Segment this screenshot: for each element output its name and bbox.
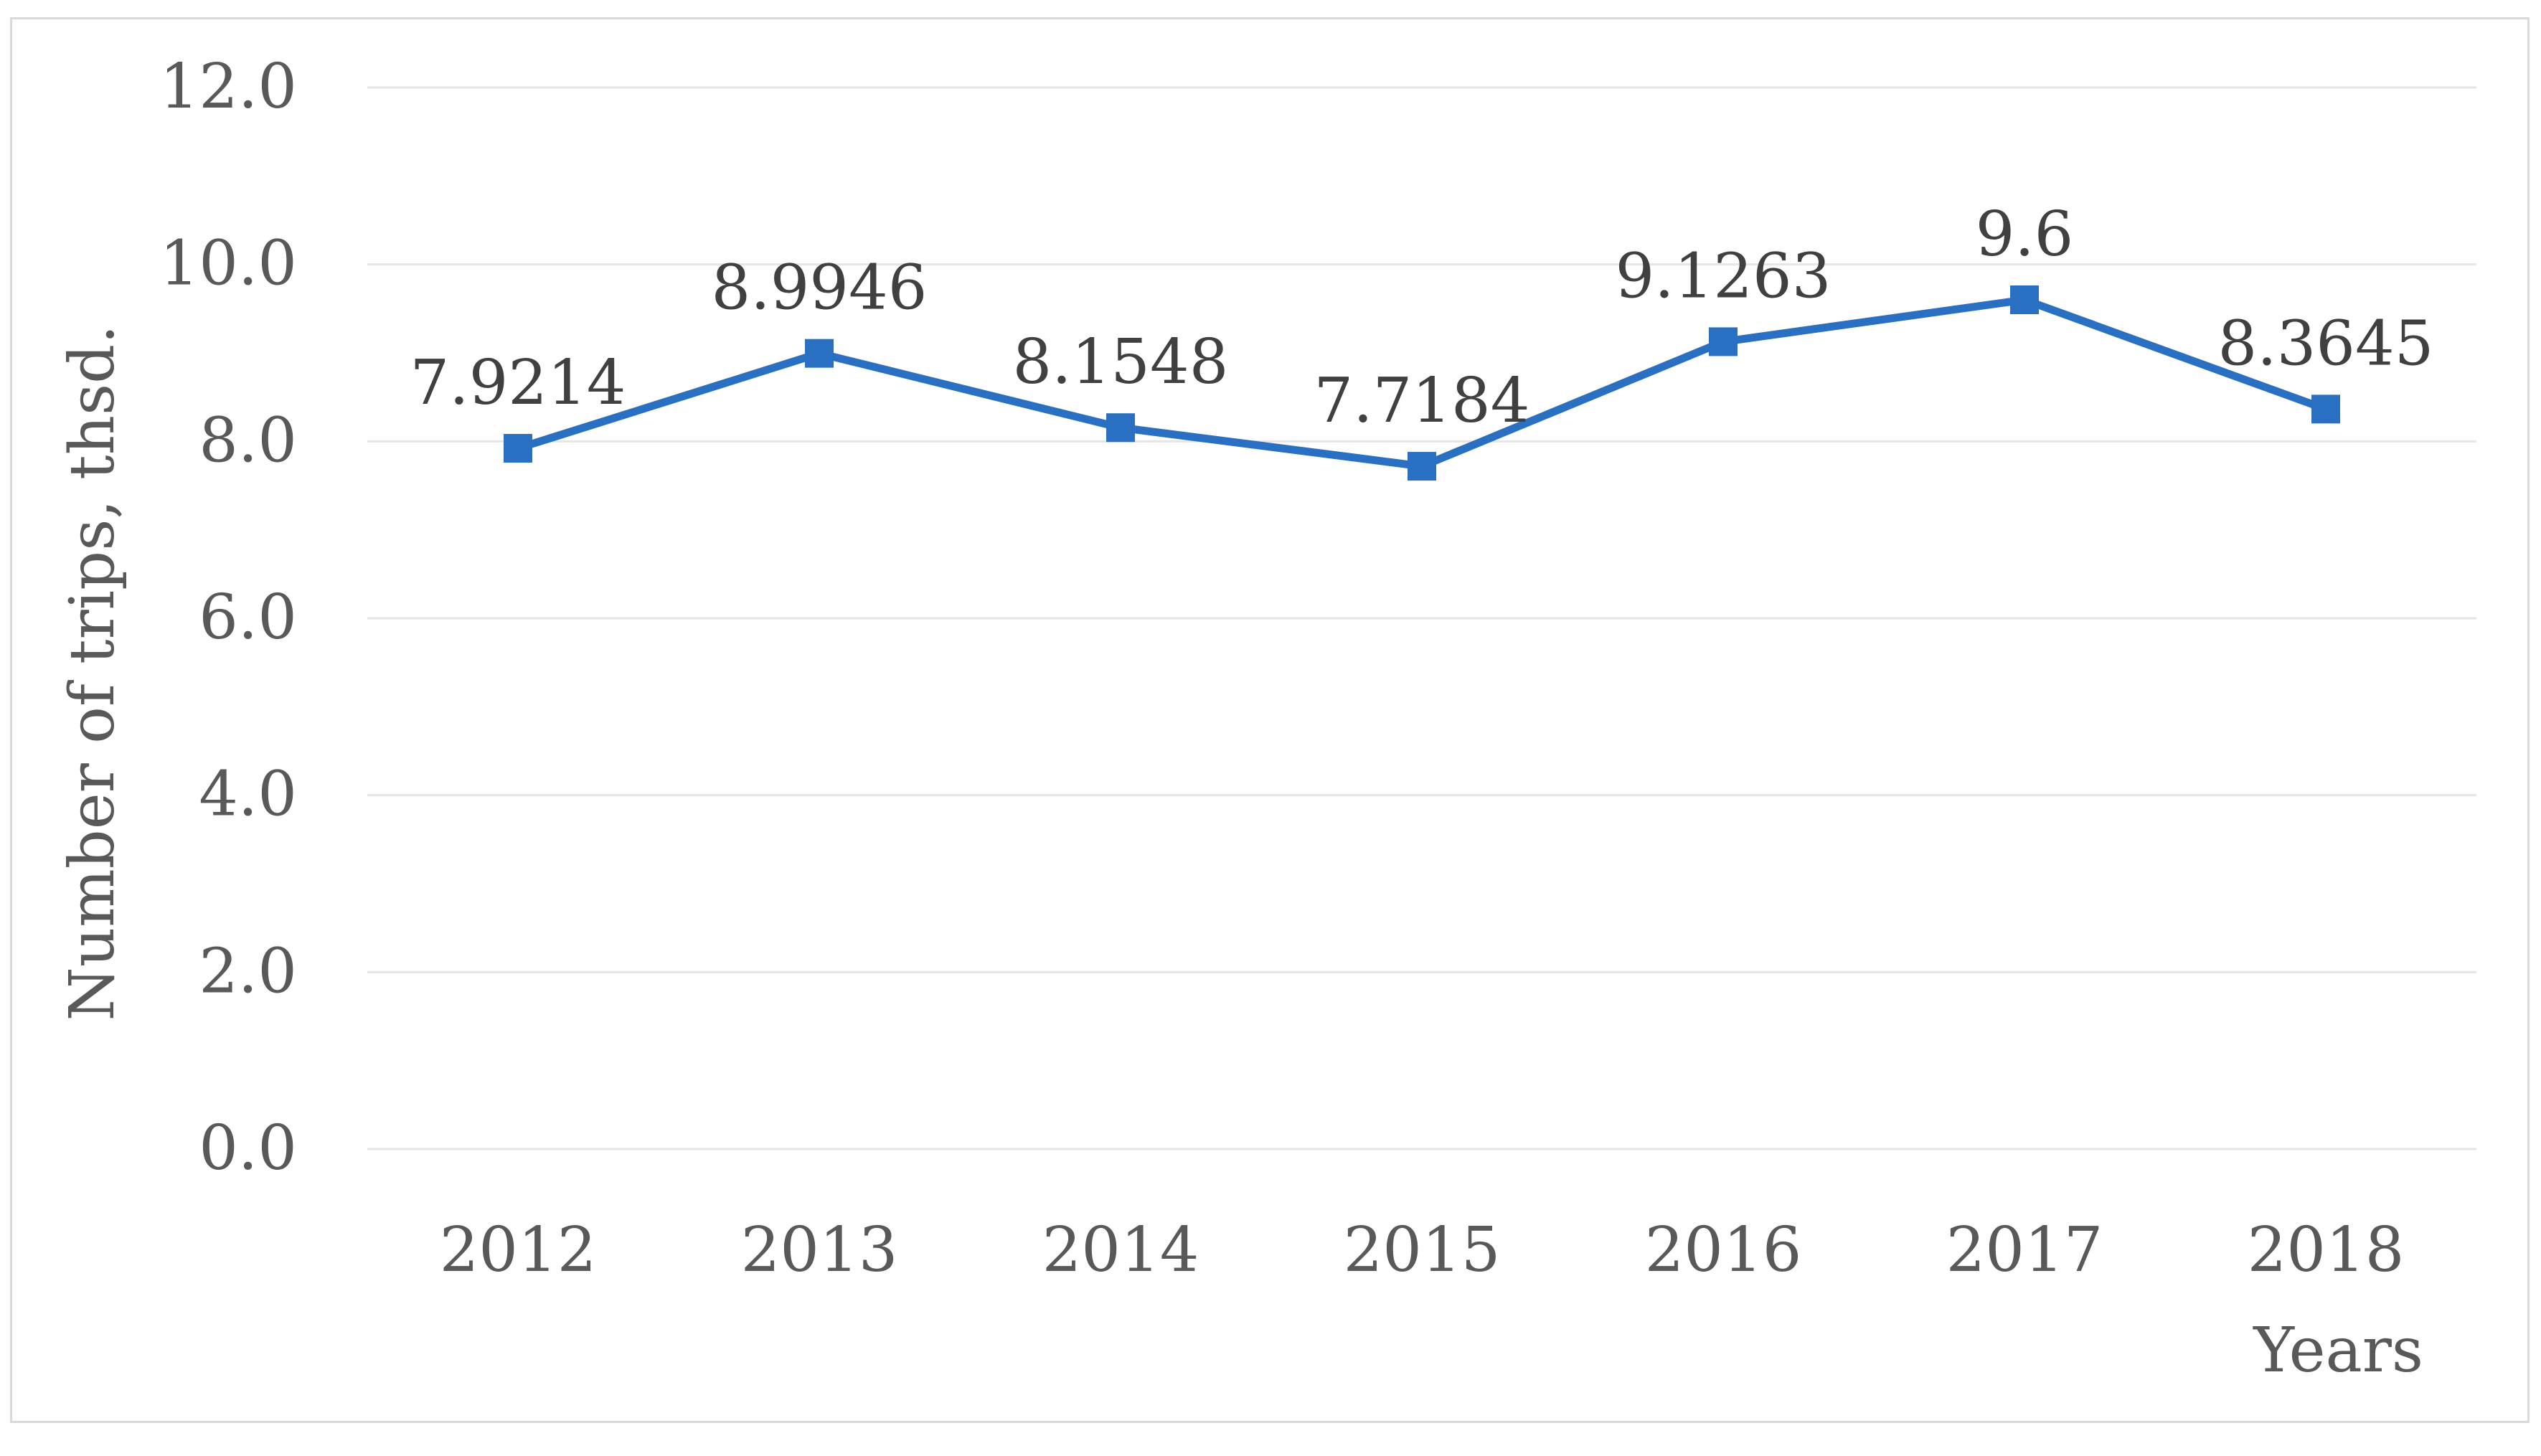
- y-tick-label: 10.0: [160, 228, 297, 300]
- y-tick-label: 0.0: [199, 1112, 297, 1184]
- data-point-marker: [504, 434, 532, 463]
- grid-lines: [367, 86, 2476, 1150]
- data-point-marker: [2010, 285, 2039, 314]
- x-tick-label: 2015: [1344, 1214, 1501, 1286]
- x-tick-label: 2012: [440, 1214, 597, 1286]
- x-tick-label: 2014: [1042, 1214, 1199, 1286]
- y-tick-label: 12.0: [160, 51, 297, 123]
- x-axis-title: Years: [2253, 1315, 2423, 1386]
- data-label: 8.9946: [712, 252, 928, 324]
- y-tick-label: 4.0: [199, 759, 297, 831]
- x-tick-label: 2016: [1645, 1214, 1802, 1286]
- y-axis-tick-labels: 0.0 2.0 4.0 6.0 8.0 10.0 12.0: [160, 51, 297, 1184]
- data-markers: [504, 285, 2340, 481]
- x-tick-label: 2013: [741, 1214, 898, 1286]
- data-point-marker: [1709, 327, 1738, 356]
- data-labels: 7.9214 8.9946 8.1548 7.7184 9.1263 9.6 8.3645: [410, 199, 2434, 437]
- data-label: 7.7184: [1314, 365, 1530, 437]
- y-tick-label: 2.0: [199, 935, 297, 1007]
- y-axis-title: Number of trips, thsd.: [57, 324, 128, 1021]
- data-point-marker: [1106, 413, 1135, 443]
- data-point-marker: [1408, 452, 1436, 481]
- data-label: 9.6: [1976, 199, 2074, 270]
- x-tick-label: 2018: [2248, 1214, 2405, 1286]
- x-tick-label: 2017: [1946, 1214, 2103, 1286]
- data-label: 8.1548: [1013, 326, 1229, 398]
- data-label: 8.3645: [2218, 308, 2434, 379]
- y-tick-label: 6.0: [199, 582, 297, 653]
- data-point-marker: [805, 339, 834, 368]
- chart-frame: [10, 17, 2530, 1423]
- y-tick-label: 8.0: [199, 405, 297, 476]
- data-label: 9.1263: [1616, 240, 1832, 312]
- data-point-marker: [2311, 394, 2340, 424]
- x-axis-tick-labels: 2012 2013 2014 2015 2016 2017 2018: [440, 1214, 2405, 1286]
- data-label: 7.9214: [410, 347, 626, 419]
